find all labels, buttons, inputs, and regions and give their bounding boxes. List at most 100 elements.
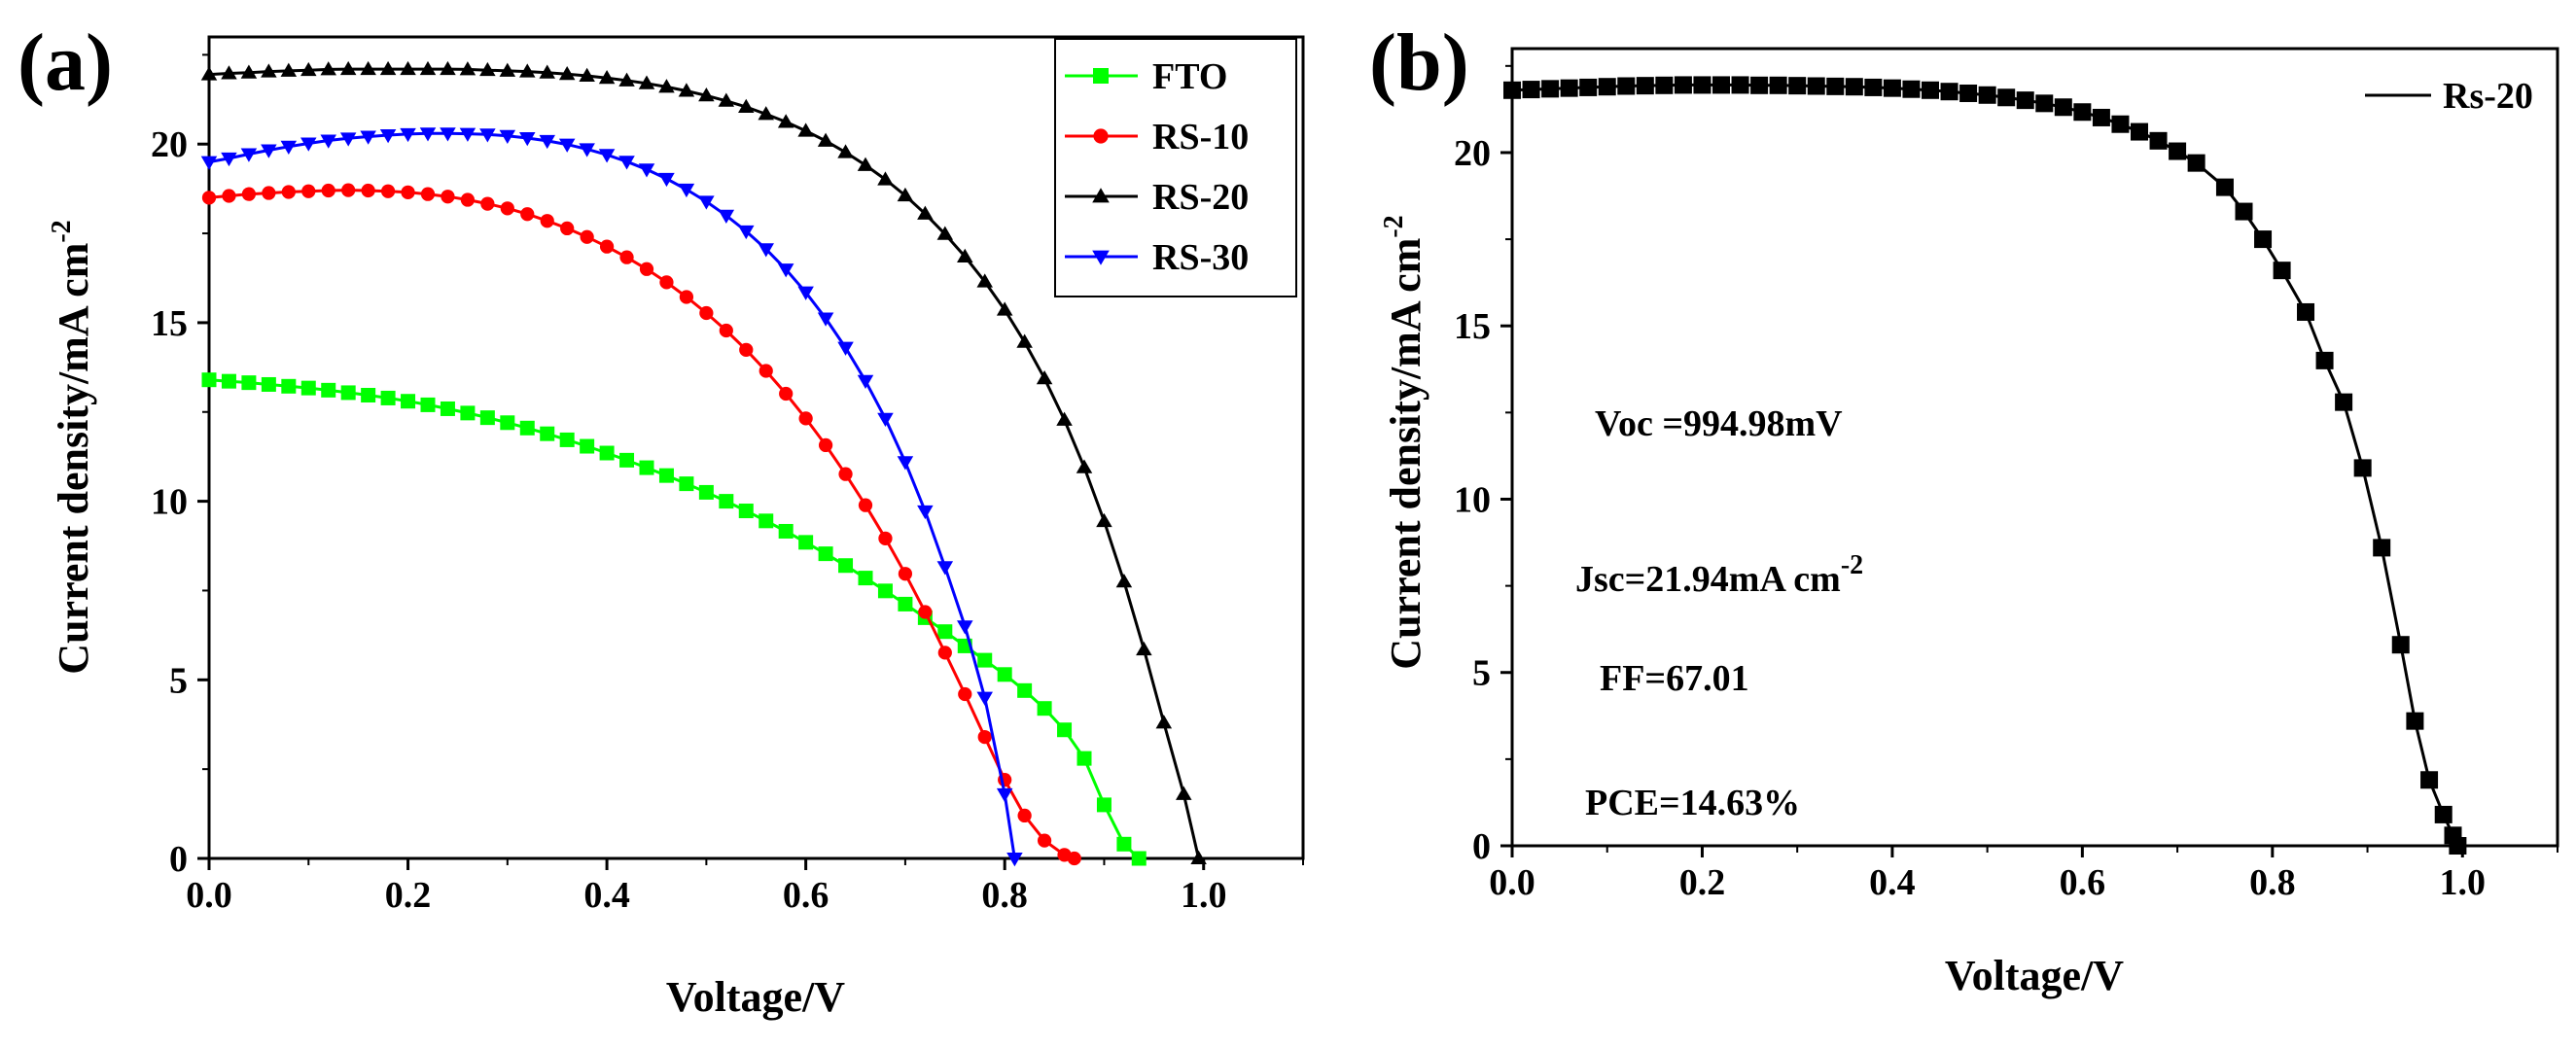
series-rs-30-point bbox=[419, 127, 437, 142]
series-rs-30-point bbox=[339, 132, 357, 147]
series-rs-30-point bbox=[678, 183, 695, 198]
series-rs-30-point bbox=[877, 412, 894, 427]
series-rs-20-point bbox=[1617, 77, 1636, 95]
series-rs-10-point bbox=[818, 437, 833, 453]
series-fto-point bbox=[321, 382, 336, 398]
series-rs-20-point bbox=[1997, 88, 2016, 107]
panel-a-series bbox=[200, 60, 1207, 867]
panel-b-xtick-label: 0.4 bbox=[1869, 862, 1916, 903]
series-rs-20-point bbox=[2035, 94, 2054, 113]
series-rs-30-point bbox=[738, 225, 755, 240]
series-rs-20-point bbox=[240, 64, 258, 79]
series-fto-point bbox=[619, 452, 635, 468]
series-rs-10-point bbox=[500, 201, 514, 216]
series-rs-10-point bbox=[958, 686, 972, 702]
series-fto-point bbox=[778, 523, 794, 539]
series-rs-30-point bbox=[976, 691, 993, 706]
series-fto-point bbox=[738, 504, 754, 519]
series-fto-point bbox=[380, 390, 396, 405]
series-rs-30-point bbox=[957, 620, 973, 635]
series-rs-20-line bbox=[208, 67, 1201, 859]
series-rs-20-point bbox=[2073, 103, 2092, 122]
annotation-pce: PCE=14.63% bbox=[1585, 783, 1800, 823]
series-rs-20-point bbox=[1959, 84, 1978, 102]
series-rs-20-point bbox=[797, 122, 814, 137]
series-rs-20-point bbox=[320, 61, 336, 76]
panel-a-ytick-label: 0 bbox=[169, 839, 188, 880]
series-rs-20-point bbox=[1788, 77, 1807, 95]
series-rs-10-point bbox=[281, 185, 296, 199]
series-rs-20-point bbox=[837, 144, 854, 158]
panel-a: (a) 0.0 0.2 0.4 0.6 0.8 1.0 0 5 10 15 20 Voltage/V… bbox=[18, 17, 1305, 1021]
series-fto-line bbox=[208, 378, 1141, 860]
panel-b-series bbox=[1503, 76, 2467, 855]
panel-b-annotations: Voc =994.98mV Jsc=21.94mA cm-2 FF=67.01 … bbox=[1575, 403, 1863, 823]
series-rs-10-point bbox=[619, 250, 634, 264]
series-rs-20-point bbox=[200, 66, 218, 81]
series-rs-30-point bbox=[459, 127, 476, 142]
series-fto-point bbox=[759, 513, 774, 529]
series-rs-20-point bbox=[2273, 262, 2291, 280]
series-rs-20-point bbox=[2016, 91, 2034, 110]
series-fto-point bbox=[1057, 722, 1073, 738]
series-fto-point bbox=[460, 405, 476, 421]
series-rs-10-point bbox=[759, 364, 773, 378]
series-rs-30-point bbox=[758, 243, 774, 258]
panel-b-xlabel: Voltage/V bbox=[1945, 952, 2124, 999]
series-rs-20-point bbox=[2254, 230, 2273, 249]
series-rs-20-point bbox=[1541, 80, 1560, 98]
series-rs-20-point bbox=[598, 70, 616, 85]
series-rs-30-point bbox=[598, 149, 616, 163]
legend-rs-30-label: RS-30 bbox=[1152, 237, 1249, 278]
series-rs-10-point bbox=[262, 186, 276, 200]
series-fto-point bbox=[1076, 751, 1092, 766]
legend-rs-10-label: RS-10 bbox=[1152, 117, 1249, 157]
panel-b: (b) 0.0 0.2 0.4 0.6 0.8 1.0 0 5 10 15 20 Voltage/V… bbox=[1369, 17, 2559, 999]
series-rs-20-point bbox=[936, 226, 954, 240]
series-rs-30-point bbox=[718, 209, 735, 224]
series-fto-point bbox=[898, 596, 913, 611]
series-fto-point bbox=[559, 432, 575, 447]
series-rs-10-point bbox=[699, 305, 714, 321]
series-rs-20-point bbox=[2434, 805, 2452, 823]
series-rs-30-point bbox=[797, 286, 814, 300]
series-rs-20-point bbox=[817, 132, 834, 147]
series-rs-20-point bbox=[996, 301, 1013, 316]
series-fto-point bbox=[877, 583, 893, 599]
series-rs-20-point bbox=[1190, 850, 1207, 864]
series-fto-point bbox=[221, 373, 236, 389]
series-rs-20-point bbox=[419, 60, 437, 76]
series-rs-10-point bbox=[420, 187, 436, 201]
series-rs-30-point bbox=[200, 156, 218, 170]
series-fto-point bbox=[698, 484, 714, 500]
series-rs-30-point bbox=[440, 127, 456, 142]
series-fto-point bbox=[201, 372, 217, 388]
series-rs-20-point bbox=[917, 205, 934, 220]
series-rs-30-point bbox=[917, 505, 934, 520]
series-rs-10-line bbox=[208, 189, 1076, 860]
series-rs-20-point bbox=[479, 61, 496, 77]
series-rs-20-point bbox=[300, 61, 317, 77]
series-fto-point bbox=[580, 438, 595, 454]
series-rs-30-point bbox=[996, 787, 1013, 803]
series-rs-30-point bbox=[658, 172, 675, 188]
series-rs-20 bbox=[1503, 76, 2467, 855]
series-rs-20-point bbox=[499, 62, 516, 77]
series-rs-20-point bbox=[718, 92, 735, 107]
series-rs-20-point bbox=[897, 187, 914, 202]
series-rs-20-point bbox=[1750, 76, 1769, 94]
series-rs-10-point bbox=[361, 183, 375, 198]
series-rs-20-point bbox=[1883, 79, 1901, 97]
legend-rs-20-label: RS-20 bbox=[1152, 177, 1249, 218]
series-rs-20-point bbox=[777, 114, 794, 128]
panel-a-xtick-label: 0.6 bbox=[783, 875, 829, 916]
series-rs-30-point bbox=[638, 163, 655, 178]
series-rs-30-point bbox=[280, 140, 298, 156]
series-rs-20-point bbox=[2353, 459, 2372, 477]
series-fto-point bbox=[858, 571, 873, 586]
panel-b-ytick-label: 20 bbox=[1454, 133, 1491, 174]
series-rs-20-point bbox=[957, 248, 973, 262]
series-rs-10-point bbox=[679, 290, 694, 304]
series-fto-point bbox=[838, 558, 854, 574]
series-rs-10-point bbox=[1067, 851, 1081, 866]
